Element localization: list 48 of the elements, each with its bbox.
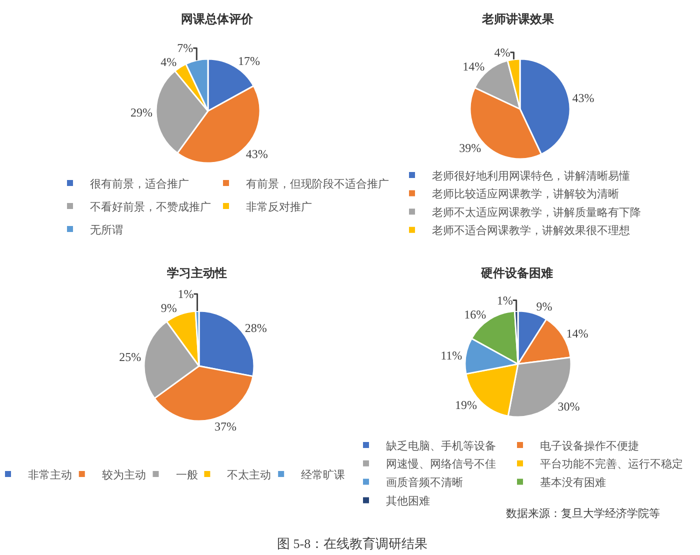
legend-label: 一般 <box>176 468 198 482</box>
legend-label: 老师不太适应网课教学，讲解质量略有下降 <box>432 206 641 219</box>
data-label: 1% <box>178 287 194 302</box>
chart-title: 硬件设备困难 <box>480 266 553 280</box>
legend-label: 平台功能不完善、运行不稳定 <box>540 458 683 471</box>
caption: 图 5-8：在线教育调研结果 <box>277 536 428 551</box>
legend-label: 较为主动 <box>102 468 146 482</box>
data-label: 39% <box>459 140 482 155</box>
chart-title: 学习主动性 <box>167 266 227 280</box>
data-label: 11% <box>440 348 462 363</box>
data-label: 9% <box>536 300 552 314</box>
legend-label: 非常反对推广 <box>246 200 312 214</box>
legend-label: 其他困难 <box>386 494 430 508</box>
legend-label: 基本没有困难 <box>540 476 606 490</box>
legend-label: 有前景，但现阶段不适合推广 <box>246 177 389 190</box>
data-label: 30% <box>558 399 580 414</box>
legend-label: 缺乏电脑、手机等设备 <box>386 439 496 452</box>
data-label: 28% <box>244 321 267 336</box>
data-label: 37% <box>214 419 236 434</box>
data-label: 9% <box>160 301 177 316</box>
data-label: 4% <box>160 55 177 70</box>
legend-label: 老师不适合网课教学，讲解效果很不理想 <box>432 224 630 238</box>
data-label: 43% <box>572 90 594 105</box>
legend-label: 老师很好地利用网课特色，讲解清晰易懂 <box>432 169 630 182</box>
legend-label: 无所谓 <box>90 223 123 236</box>
legend-label: 老师比较适应网课教学，讲解较为清晰 <box>432 188 619 201</box>
source-note: 数据来源：复旦大学经济学院等 <box>506 507 660 520</box>
legend-label: 电子设备操作不便捷 <box>540 439 639 452</box>
legend-label: 不太主动 <box>227 468 272 482</box>
data-label: 19% <box>455 398 478 412</box>
data-label: 17% <box>238 54 260 68</box>
legend-label: 经常旷课 <box>301 468 346 482</box>
legend-label: 非常主动 <box>28 468 72 482</box>
data-label: 16% <box>464 307 486 322</box>
data-label: 14% <box>566 326 588 341</box>
data-label: 43% <box>246 146 268 161</box>
legend-label: 画质音频不清晰 <box>386 476 463 490</box>
data-label: 29% <box>130 106 153 120</box>
legend-label: 不看好前景，不赞成推广 <box>90 200 211 214</box>
chart-title: 老师讲课效果 <box>481 12 555 26</box>
chart-title: 网课总体评价 <box>181 12 254 26</box>
data-label: 14% <box>462 59 485 74</box>
data-label: 7% <box>177 41 194 56</box>
legend-label: 网速慢、网络信号不佳 <box>386 458 496 471</box>
legend-label: 很有前景，适合推广 <box>90 177 189 190</box>
data-label: 4% <box>494 45 510 60</box>
data-label: 25% <box>119 350 142 364</box>
data-label: 1% <box>496 293 513 308</box>
